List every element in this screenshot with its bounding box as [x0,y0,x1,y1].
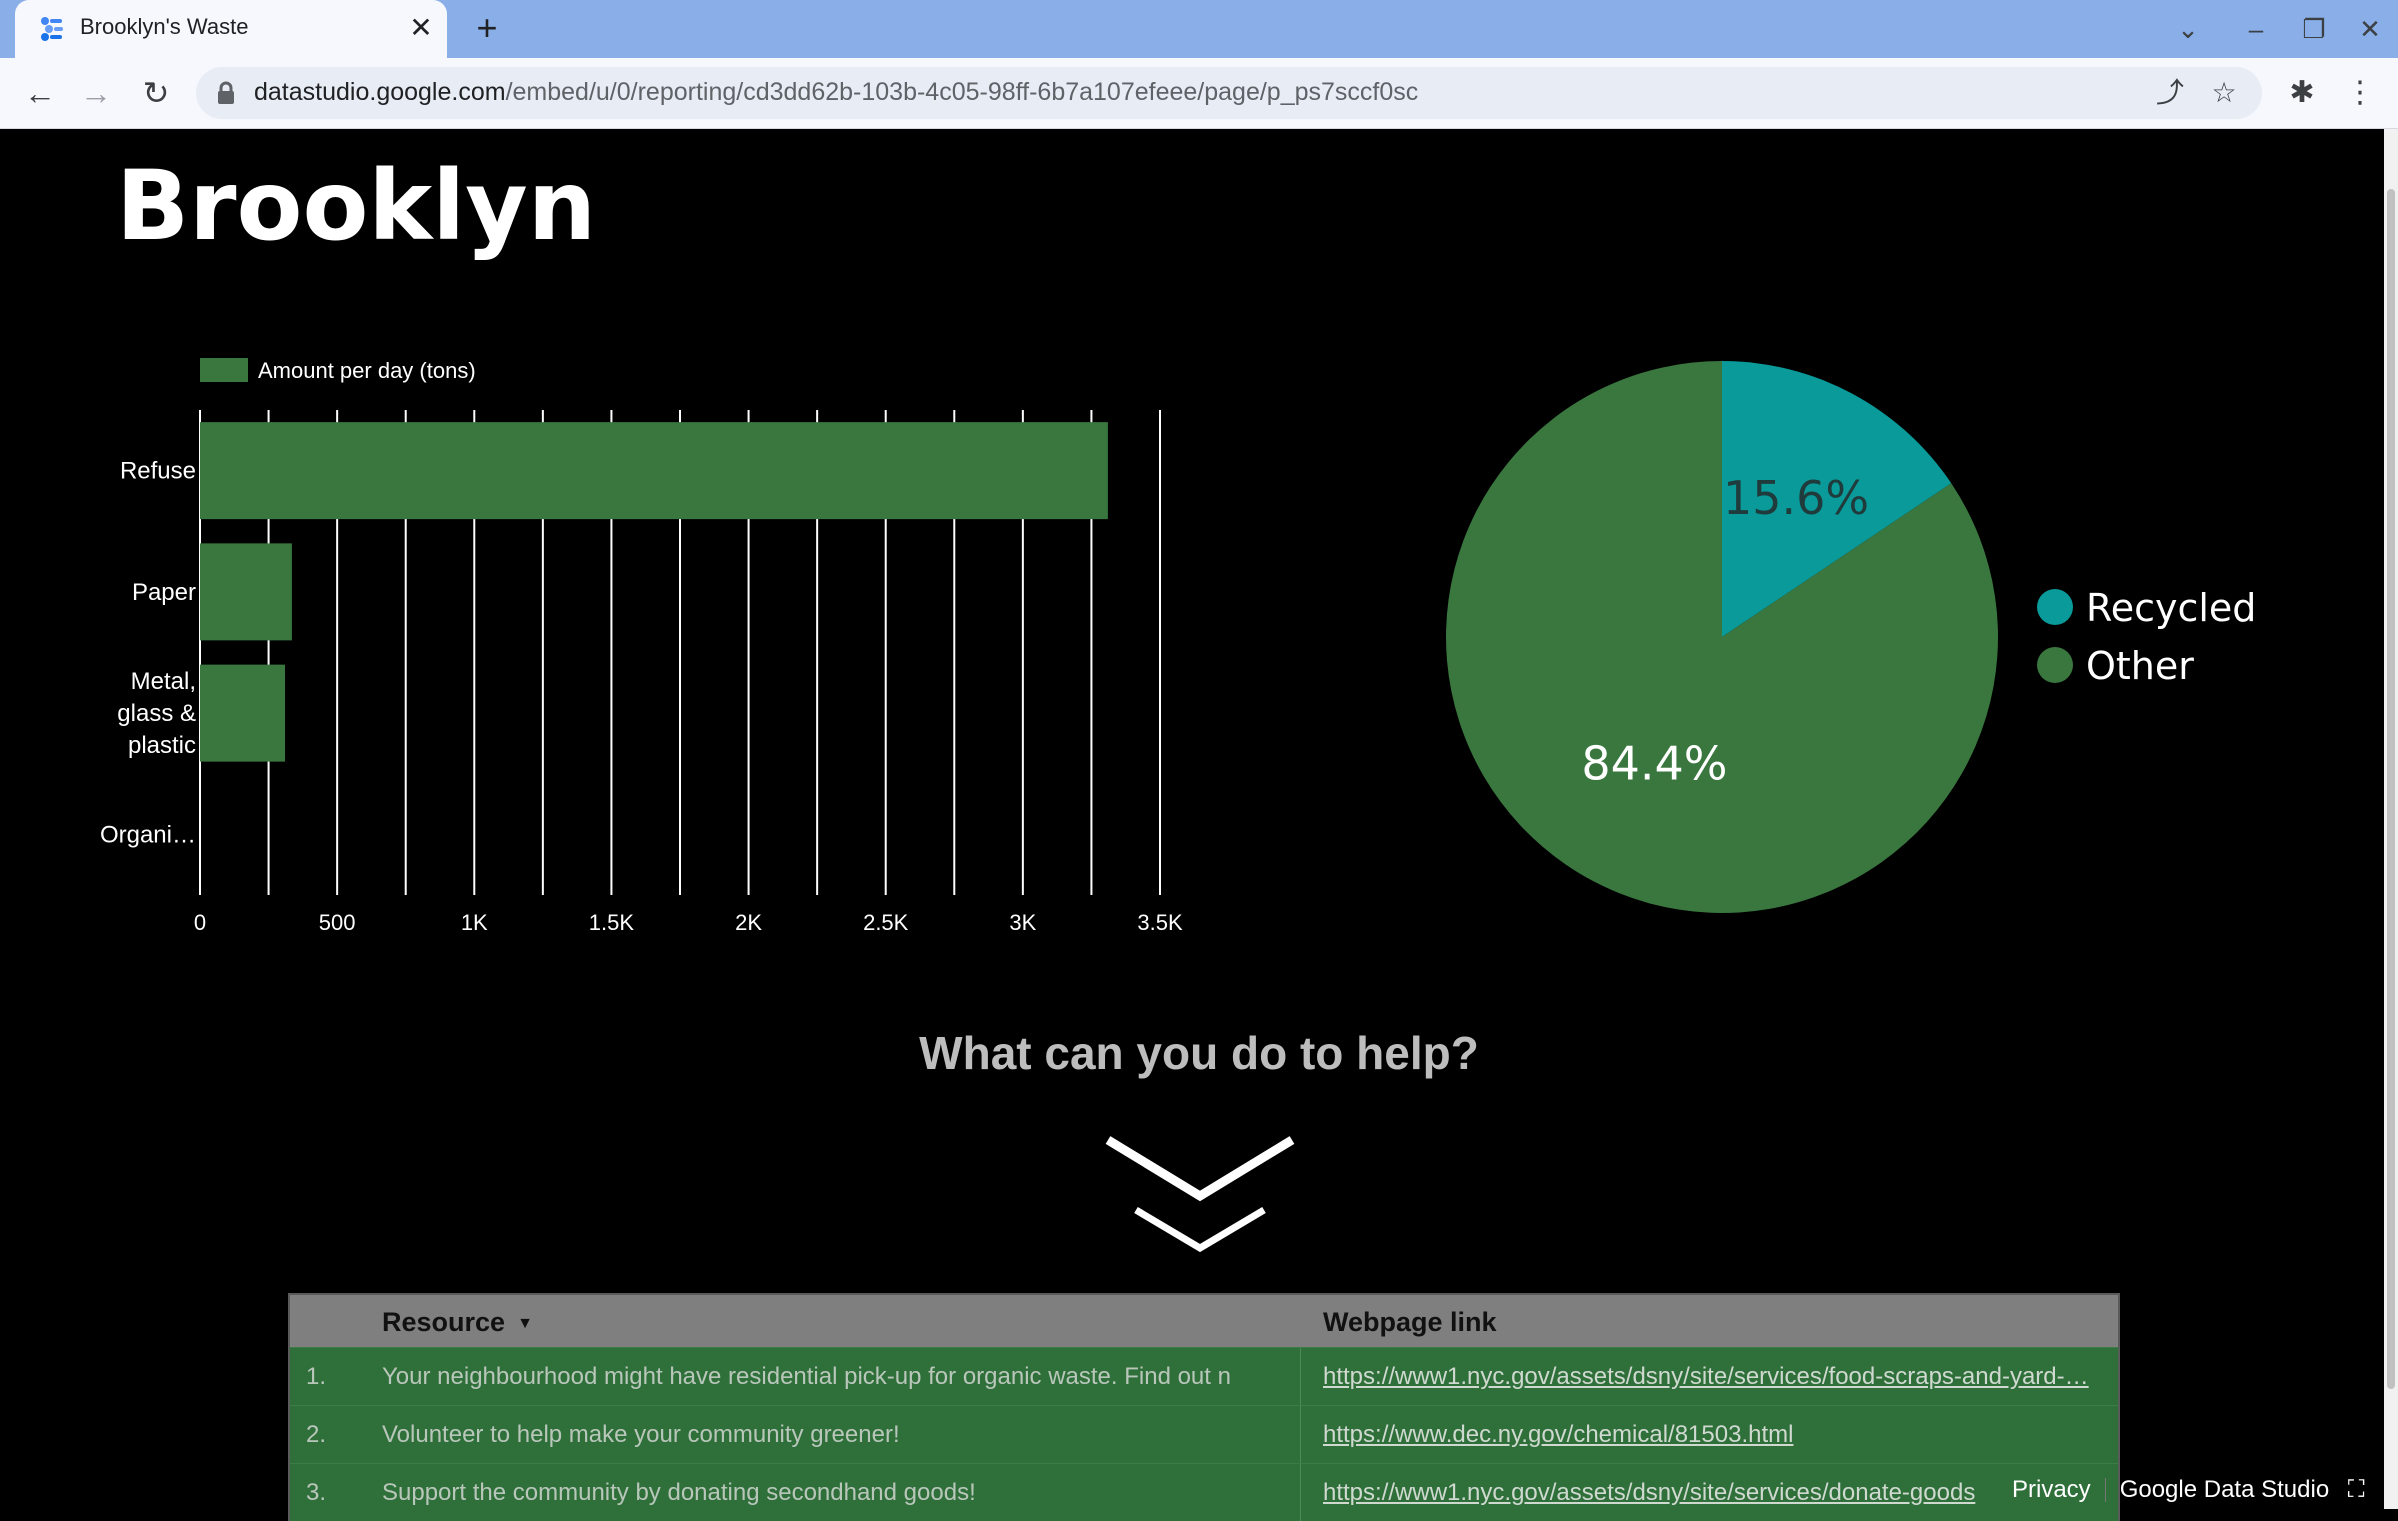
slice-percent-label: 15.6% [1723,471,1869,525]
column-divider [1300,1348,1301,1405]
resource-cell: Volunteer to help make your community gr… [382,1421,900,1448]
table-header: Resource ▼ Webpage link [290,1295,2118,1347]
google-data-studio-link[interactable]: Google Data Studio [2119,1476,2330,1503]
bar [200,422,1108,520]
url-path: /embed/u/0/reporting/cd3dd62b-103b-4c05-… [505,78,1419,106]
new-tab-button[interactable]: + [476,7,498,48]
lock-icon [218,81,234,104]
x-tick-label: 2.5K [863,910,909,935]
category-label: Organi… [100,821,196,848]
bar [200,664,286,762]
legend-label: Other [2086,644,2194,688]
slice-percent-label: 84.4% [1581,737,1727,791]
tab-title: Brooklyn's Waste [80,14,249,39]
legend-label: Amount per day (tons) [258,358,476,383]
pie-slice [1722,361,1952,637]
scrollbar-thumb[interactable] [2387,189,2395,1389]
legend-swatch [200,358,248,382]
url-host: datastudio.google.com [254,78,506,106]
category-label: Paper [132,579,196,606]
tab-strip: Brooklyn's Waste ✕ + ⌄ – ❐ ✕ [0,0,2398,58]
x-tick-label: 500 [319,910,356,935]
minimize-button[interactable]: – [2248,14,2264,44]
back-button[interactable]: ← [24,75,56,111]
x-tick-label: 1K [461,910,488,935]
bar [200,543,292,641]
footer-divider [2104,1478,2106,1502]
help-heading: What can you do to help? [919,1027,1479,1079]
webpage-link[interactable]: https://www.dec.ny.gov/chemical/81503.ht… [1323,1421,1794,1448]
page-scrollbar[interactable] [2384,129,2398,1509]
x-tick-label: 0 [194,910,206,935]
scroll-down-chevron-icon [1105,1136,1295,1253]
table-row: 2. Volunteer to help make your community… [290,1405,2118,1463]
privacy-link[interactable]: Privacy [2012,1476,2091,1503]
data-studio-icon [41,17,63,41]
resource-table: Resource ▼ Webpage link 1. Your neighbour… [288,1293,2120,1521]
waste-bar-chart: Amount per day (tons) 0 500 1K 1.5K 2K 2.5K 3K 3… [100,358,1183,935]
legend-dot [2037,589,2073,625]
browser-menu-icon[interactable]: ⋮ [2345,76,2375,109]
webpage-link[interactable]: https://www1.nyc.gov/assets/dsny/site/se… [1323,1363,2089,1390]
fullscreen-icon[interactable]: ⛶ [2347,1476,2365,1503]
category-label: Refuse [120,458,196,485]
webpage-link[interactable]: https://www1.nyc.gov/assets/dsny/site/se… [1323,1479,1976,1506]
pie-slice [1446,361,1998,913]
tab-search-chevron-icon[interactable]: ⌄ [2177,14,2199,44]
legend-label: Recycled [2086,586,2256,630]
browser-tab[interactable]: Brooklyn's Waste ✕ [15,0,447,58]
close-window-button[interactable]: ✕ [2359,14,2381,44]
category-label: Metal, glass & plastic [117,668,196,759]
sort-descending-icon: ▼ [517,1314,533,1332]
resource-header-label: Resource [382,1307,506,1337]
page-title: Brooklyn [116,150,597,262]
url-text: datastudio.google.com/embed/u/0/reportin… [254,78,1418,107]
reload-button[interactable]: ↻ [142,75,170,111]
resource-column-header[interactable]: Resource ▼ [382,1307,533,1338]
row-number: 1. [306,1363,327,1390]
legend-dot [2037,647,2073,683]
address-bar[interactable]: datastudio.google.com/embed/u/0/reportin… [196,67,2262,119]
x-tick-label: 2K [735,910,762,935]
table-row: 3. Support the community by donating sec… [290,1463,2118,1521]
link-column-header[interactable]: Webpage link [1323,1307,1497,1337]
tab-close-icon[interactable]: ✕ [409,12,433,43]
x-tick-label: 1.5K [589,910,635,935]
extensions-icon[interactable]: ✱ [2289,76,2315,109]
x-tick-label: 3K [1009,910,1036,935]
report-canvas [0,129,2382,1509]
row-number: 2. [306,1421,327,1448]
report-footer: Privacy Google Data Studio ⛶ [2012,1474,2369,1506]
share-icon[interactable]: ⤴ [2155,77,2184,108]
browser-toolbar: ← → ↻ datastudio.google.com/embed/u/0/re… [0,58,2398,129]
bookmark-star-icon[interactable]: ☆ [2211,77,2237,108]
table-row: 1. Your neighbourhood might have residen… [290,1347,2118,1405]
recycling-pie-chart: 15.6% 84.4% Recycled Other [1446,361,2256,913]
forward-button[interactable]: → [80,75,112,111]
column-divider [1300,1406,1301,1463]
x-tick-label: 3.5K [1137,910,1183,935]
column-divider [1300,1464,1301,1521]
restore-button[interactable]: ❐ [2302,14,2326,44]
resource-cell: Your neighbourhood might have residentia… [382,1363,1232,1390]
row-number: 3. [306,1479,327,1506]
resource-cell: Support the community by donating second… [382,1479,976,1506]
